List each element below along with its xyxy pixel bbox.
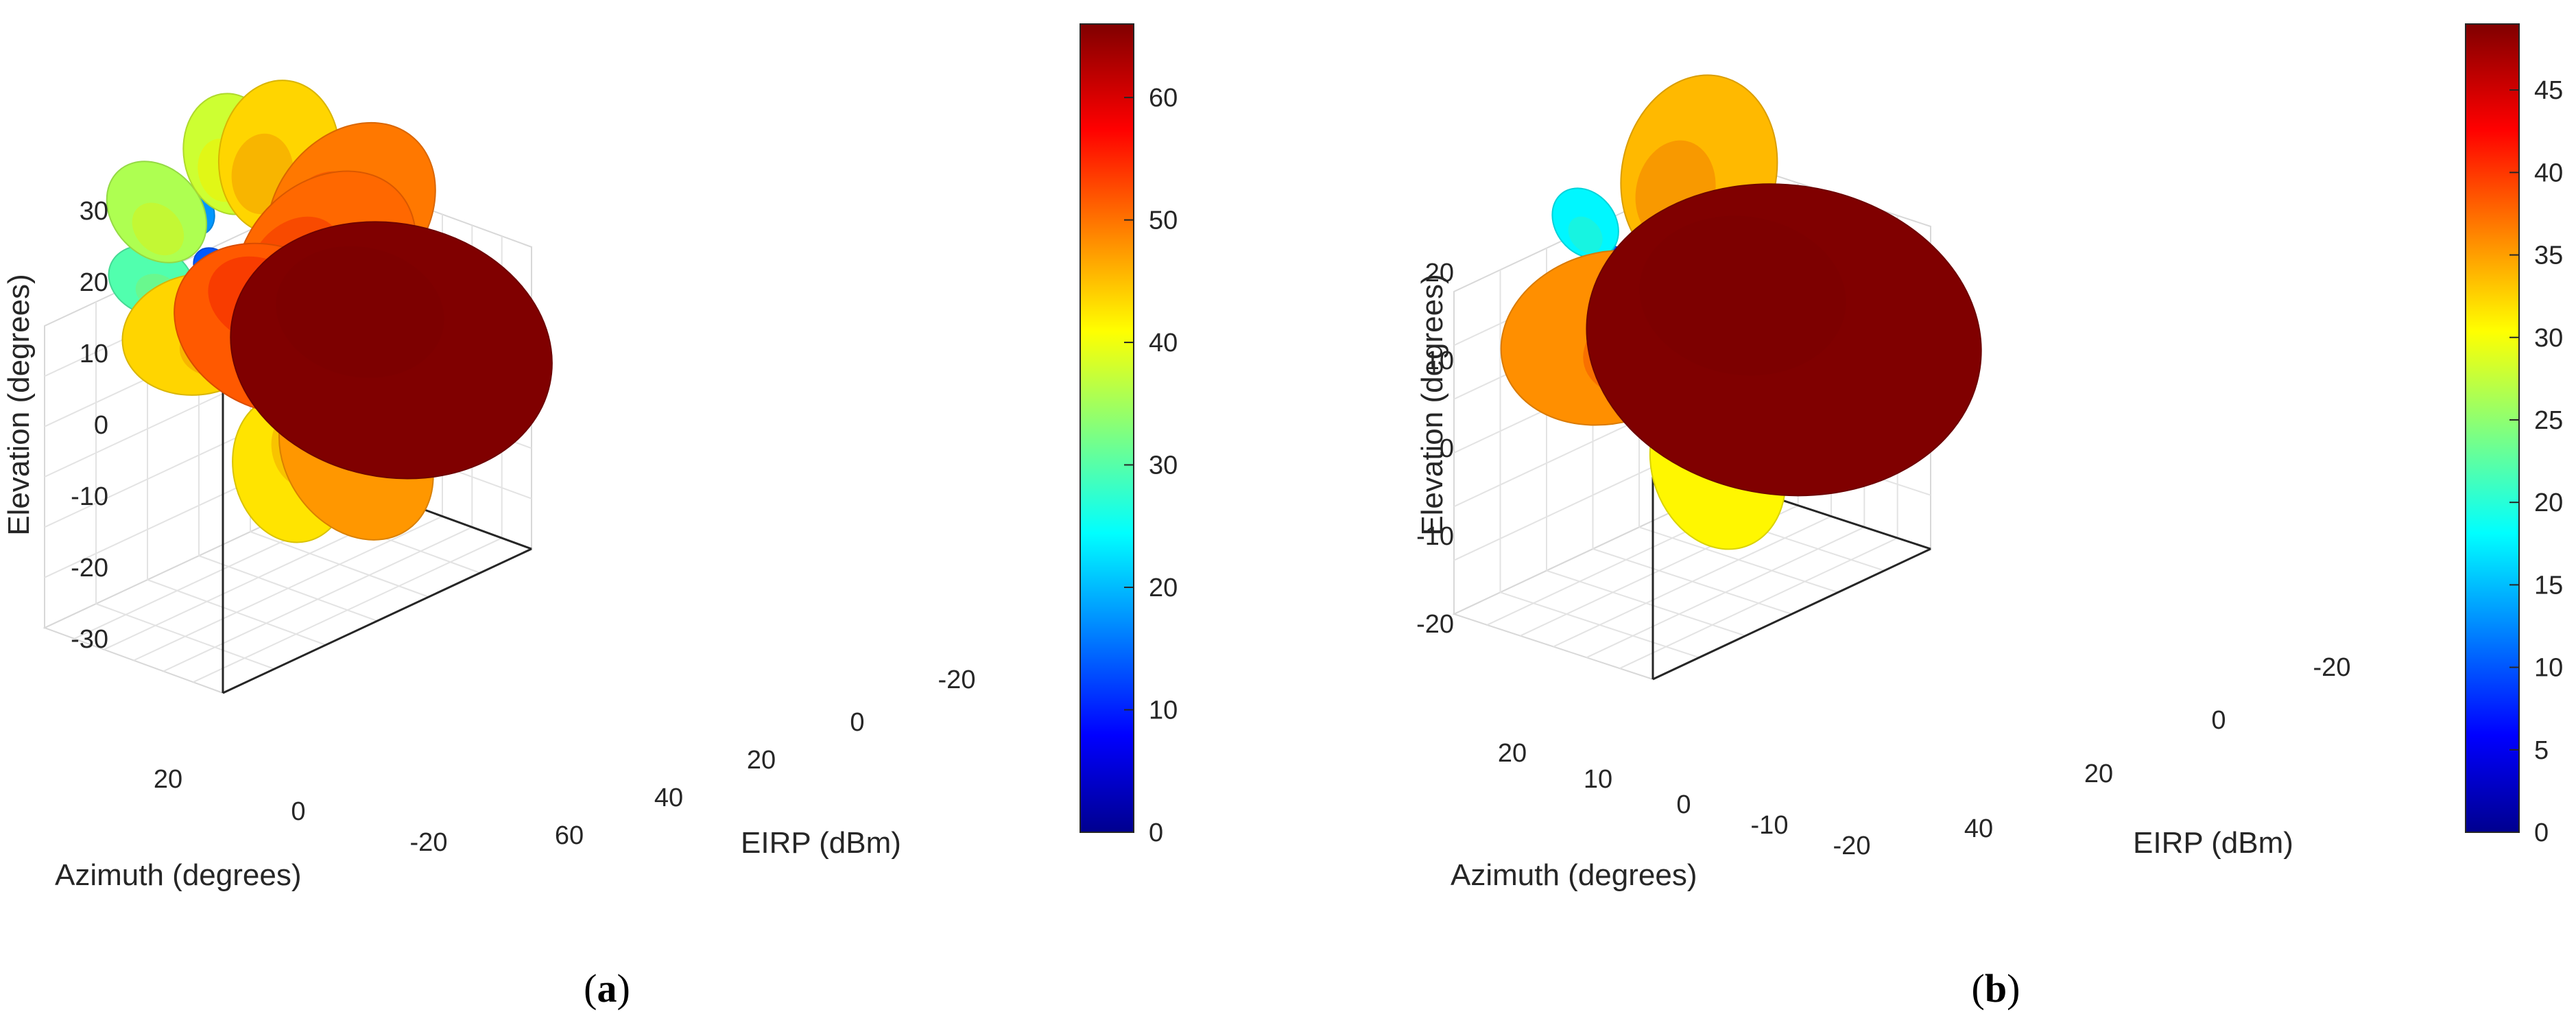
elevation-tick: -20 <box>1416 610 1454 639</box>
grid-line <box>95 603 275 670</box>
colorbar-tick-label: 50 <box>1149 207 1178 235</box>
lobe-highlight <box>132 202 184 256</box>
elevation-axis-label: Elevation (degrees) <box>2 274 36 536</box>
lobe-group <box>106 161 208 263</box>
chart-panel-b: 20 10 0 -10 -20 20 10 0 -10 -20 40 20 0 -20 Azimuth (d… <box>1416 23 2563 1011</box>
colorbar-tick-label: 0 <box>1149 819 1163 847</box>
elevation-tick: 0 <box>94 411 108 440</box>
eirp-tick: 60 <box>555 821 584 850</box>
azimuth-tick: 10 <box>1584 765 1612 794</box>
azimuth-tick: 20 <box>1498 739 1527 768</box>
elevation-tick: 0 <box>1440 434 1454 463</box>
caption-paren: ( <box>1972 966 1985 1011</box>
panel-label: a <box>597 966 617 1011</box>
elevation-tick: 20 <box>1425 259 1454 287</box>
lobe-group <box>1586 183 1982 497</box>
colorbar-tick-label: 0 <box>2534 819 2549 847</box>
axis-line <box>222 548 532 694</box>
eirp-tick: -20 <box>938 666 976 694</box>
colorbar-tick-label: 20 <box>2534 489 2563 517</box>
azimuth-tick: 0 <box>291 797 305 826</box>
elevation-tick: -10 <box>71 482 108 511</box>
caption-paren: ) <box>2007 966 2020 1011</box>
lobe-highlight <box>276 246 444 378</box>
lobe-group <box>230 221 553 480</box>
panel-label: b <box>1985 966 2007 1011</box>
grid-line <box>147 579 326 646</box>
caption-paren: ) <box>617 966 630 1011</box>
lobe-highlight <box>1568 216 1603 253</box>
azimuth-tick: -10 <box>1751 811 1789 840</box>
colorbar-tick-label: 30 <box>1149 451 1178 480</box>
axis-line <box>1652 548 1931 681</box>
colorbar-tick-label: 35 <box>2534 242 2563 270</box>
colorbar-tick-label: 5 <box>2534 736 2549 765</box>
lobe-group <box>1551 187 1619 259</box>
eirp-axis-label: EIRP (dBm) <box>2133 826 2293 860</box>
colorbar <box>1080 23 1134 833</box>
colorbar-tick-label: 15 <box>2534 571 2563 600</box>
panel-caption: (a) <box>584 966 630 1011</box>
azimuth-tick: -20 <box>1833 832 1871 860</box>
colorbar-tick-label: 10 <box>1149 696 1178 725</box>
elevation-tick: -30 <box>71 625 108 654</box>
caption-paren: ( <box>584 966 597 1011</box>
eirp-tick: 0 <box>850 708 864 737</box>
eirp-axis-label: EIRP (dBm) <box>741 826 901 860</box>
elevation-tick: 30 <box>80 197 108 226</box>
colorbar-tick-label: 30 <box>2534 324 2563 353</box>
colorbar <box>2465 23 2520 833</box>
eirp-tick: 0 <box>2211 706 2226 735</box>
grid-line <box>1546 569 1746 637</box>
eirp-tick: 40 <box>1964 814 1993 843</box>
azimuth-tick: -20 <box>410 828 448 857</box>
chart-panel-a: 30 20 10 0 -10 -20 -30 20 0 -20 60 40 20 0 -20 Azimuth … <box>2 23 1178 1011</box>
colorbar-tick-label: 40 <box>1149 329 1178 357</box>
elevation-tick: -20 <box>71 554 108 583</box>
elevation-axis-label: Elevation (degrees) <box>1416 274 1449 536</box>
eirp-tick: -20 <box>2313 653 2351 682</box>
elevation-tick: 10 <box>80 340 108 368</box>
eirp-tick: 40 <box>654 784 683 812</box>
colorbar-tick-label: 10 <box>2534 654 2563 683</box>
colorbar-tick-label: 40 <box>2534 158 2563 187</box>
colorbar-tick-label: 25 <box>2534 406 2563 435</box>
azimuth-tick: 20 <box>154 765 182 794</box>
azimuth-tick: 0 <box>1676 790 1691 819</box>
panel-caption: (b) <box>1972 966 2020 1011</box>
eirp-tick: 20 <box>2084 760 2113 788</box>
colorbar-tick-label: 20 <box>1149 574 1178 602</box>
azimuth-axis-label: Azimuth (degrees) <box>1451 858 1697 892</box>
colorbar-tick-label: 60 <box>1149 84 1178 113</box>
grid-line <box>1500 591 1700 659</box>
lobe-highlight <box>1639 215 1846 376</box>
colorbar-tick-label: 45 <box>2534 76 2563 105</box>
elevation-tick: 10 <box>1425 346 1454 375</box>
eirp-tick: 20 <box>747 746 776 775</box>
elevation-tick: -10 <box>1416 522 1454 551</box>
elevation-tick: 20 <box>80 268 108 297</box>
azimuth-axis-label: Azimuth (degrees) <box>55 858 301 892</box>
